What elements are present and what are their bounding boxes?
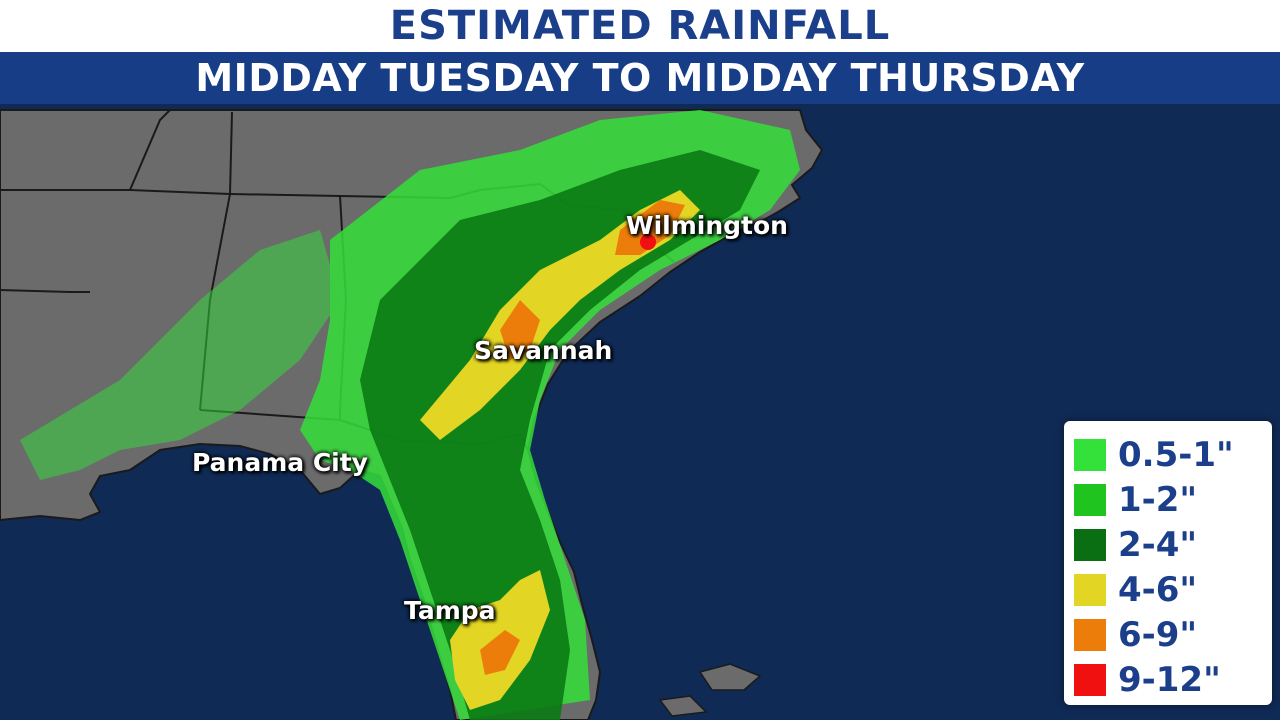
subtitle-bar: MIDDAY TUESDAY TO MIDDAY THURSDAY <box>0 52 1280 104</box>
bahamas-island <box>658 695 708 717</box>
city-label-wilmington: Wilmington <box>626 211 788 240</box>
rainfall-9-12-inch <box>640 234 656 250</box>
legend-label: 0.5-1" <box>1118 435 1234 475</box>
legend-swatch <box>1074 529 1106 561</box>
legend-swatch <box>1074 619 1106 651</box>
legend-swatch <box>1074 574 1106 606</box>
legend-label: 1-2" <box>1118 480 1198 520</box>
legend-label: 9-12" <box>1118 660 1221 700</box>
legend-label: 2-4" <box>1118 525 1198 565</box>
map-title: ESTIMATED RAINFALL <box>389 3 891 49</box>
city-label-savannah: Savannah <box>474 336 613 365</box>
city-label-tampa: Tampa <box>404 596 496 625</box>
rainfall-6-9-inch <box>480 200 685 675</box>
legend-swatch <box>1074 664 1106 696</box>
title-bar: ESTIMATED RAINFALL <box>0 0 1280 52</box>
legend-label: 4-6" <box>1118 570 1198 610</box>
legend-item: 6-9" <box>1074 615 1197 655</box>
legend-swatch <box>1074 439 1106 471</box>
city-label-panama-city: Panama City <box>192 448 368 477</box>
legend-label: 6-9" <box>1118 615 1198 655</box>
legend-item: 9-12" <box>1074 660 1221 700</box>
map-subtitle: MIDDAY TUESDAY TO MIDDAY THURSDAY <box>195 56 1085 100</box>
legend-item: 2-4" <box>1074 525 1197 565</box>
bahamas-island <box>698 663 762 691</box>
legend-item: 1-2" <box>1074 480 1197 520</box>
legend-item: 4-6" <box>1074 570 1197 610</box>
legend-item: 0.5-1" <box>1074 435 1234 475</box>
legend: 0.5-1" 1-2" 2-4" 4-6" 6-9" 9-12" <box>1064 421 1272 705</box>
rainfall-2-4-inch <box>360 150 760 720</box>
legend-swatch <box>1074 484 1106 516</box>
